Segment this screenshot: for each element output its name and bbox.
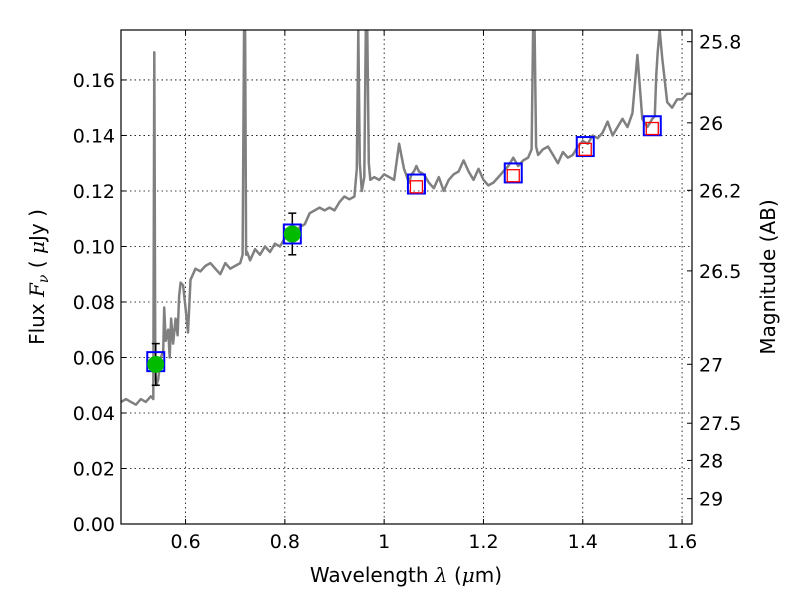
mag-tick-label: 29 (699, 489, 723, 511)
y-tick-label: 0.16 (73, 70, 115, 92)
y-tick-label: 0.06 (73, 347, 115, 369)
observed-photometry-marker (578, 142, 592, 156)
observed-photometry-marker (506, 169, 520, 183)
y-tick-label: 0.14 (73, 125, 115, 147)
x-tick-label: 1.2 (468, 531, 498, 553)
y-tick-label: 0.08 (73, 292, 115, 314)
y-tick-label: 0.04 (73, 403, 115, 425)
mag-tick-label: 27 (699, 354, 723, 376)
mag-tick-label: 28 (699, 450, 723, 472)
model-photometry-marker (503, 162, 523, 184)
y2-axis-label: Magnitude (AB) (756, 199, 780, 354)
x-tick-label: 1.4 (568, 531, 598, 553)
y-tick-label: 0.12 (73, 181, 115, 203)
mag-tick-label: 26.2 (699, 180, 741, 202)
observed-optical-marker (147, 355, 165, 373)
mag-tick-label: 26 (699, 113, 723, 135)
observed-photometry-marker (409, 180, 424, 194)
x-tick-label: 0.6 (170, 531, 200, 553)
x-axis-label: Wavelength λ (μm) (310, 563, 502, 587)
mag-tick-label: 26.5 (699, 261, 741, 283)
y-axis-label: Flux Fν ( μJy ) (25, 209, 52, 345)
y-tick-label: 0.02 (73, 458, 115, 480)
model-photometry-marker (642, 115, 662, 137)
model-photometry-marker (406, 173, 426, 195)
y-tick-label: 0.10 (73, 236, 115, 258)
x-tick-label: 1 (378, 531, 390, 553)
x-tick-label: 0.8 (270, 531, 300, 553)
y-tick-label: 0.00 (73, 514, 115, 536)
observed-photometry-marker (645, 121, 659, 136)
x-tick-label: 1.6 (667, 531, 697, 553)
plot-frame (120, 29, 693, 525)
observed-optical-marker (283, 225, 301, 243)
model-photometry-marker (575, 136, 595, 158)
mag-tick-label: 27.5 (699, 413, 741, 435)
mag-tick-label: 25.8 (699, 32, 741, 54)
